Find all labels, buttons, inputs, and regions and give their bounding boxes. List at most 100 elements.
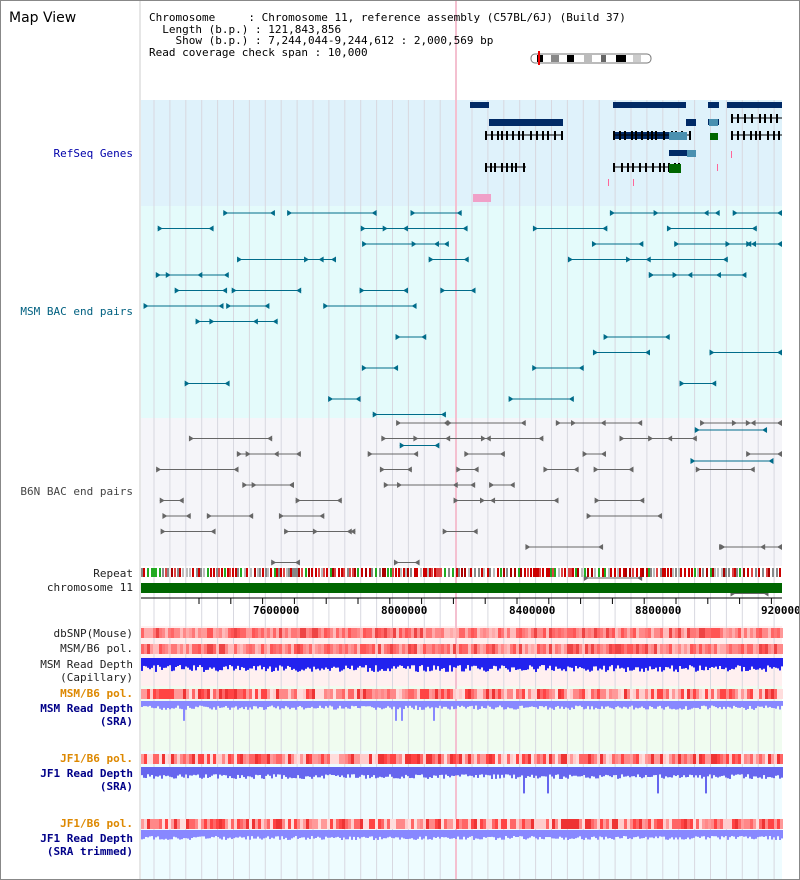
track-label-repeat[interactable]: Repeat xyxy=(93,567,133,580)
track-label-jf1-b6-pol-2[interactable]: JF1/B6 pol. xyxy=(60,817,133,830)
depth-bar xyxy=(671,658,673,666)
depth-bar xyxy=(387,767,389,777)
depth-bar xyxy=(665,658,667,668)
depth-bar xyxy=(621,767,623,775)
depth-bar xyxy=(517,830,519,838)
depth-bar xyxy=(231,701,233,708)
heat-cell xyxy=(453,628,456,638)
depth-bar xyxy=(265,658,267,672)
track-label-b6n-bac[interactable]: B6N BAC end pairs xyxy=(20,485,133,498)
heat-cell xyxy=(216,819,219,829)
depth-bar xyxy=(727,701,729,707)
gene-exon xyxy=(647,131,649,140)
heat-cell xyxy=(699,689,702,699)
heat-cell xyxy=(315,644,318,654)
bac-end-marker xyxy=(395,334,401,340)
depth-bar xyxy=(657,658,659,672)
track-label-msm-depth-capillary[interactable]: MSM Read Depth xyxy=(40,658,133,671)
gene-exon xyxy=(669,150,687,156)
depth-bar xyxy=(491,830,493,837)
heat-cell xyxy=(411,689,414,699)
depth-bar xyxy=(151,701,153,708)
depth-bar xyxy=(529,701,531,707)
repeat-element xyxy=(440,568,442,577)
track-label-msm-bac[interactable]: MSM BAC end pairs xyxy=(20,305,133,318)
repeat-element xyxy=(210,568,212,577)
bac-end-marker xyxy=(278,513,284,519)
heat-cell xyxy=(747,754,750,764)
heat-cell xyxy=(288,819,291,829)
heat-cell xyxy=(417,819,420,829)
heat-cell xyxy=(351,689,354,699)
repeat-element xyxy=(182,568,184,577)
depth-bar xyxy=(363,658,365,668)
depth-bar xyxy=(689,658,691,666)
heat-cell xyxy=(327,819,330,829)
heat-cell xyxy=(549,819,552,829)
track-label-msm-b6-pol-1[interactable]: MSM/B6 pol. xyxy=(60,642,133,655)
depth-bar xyxy=(647,767,649,777)
track-label-refseq[interactable]: RefSeq Genes xyxy=(53,147,133,160)
depth-bar xyxy=(491,767,493,779)
repeat-element xyxy=(283,568,285,577)
heat-cell xyxy=(489,644,492,654)
heat-cell xyxy=(498,628,501,638)
heat-cell xyxy=(333,754,336,764)
depth-bar xyxy=(435,767,437,776)
depth-bar xyxy=(233,767,235,779)
repeat-element xyxy=(575,568,577,577)
depth-bar xyxy=(595,701,597,708)
depth-bar xyxy=(337,658,339,668)
depth-bar xyxy=(393,701,395,707)
heat-cell xyxy=(588,754,591,764)
heat-cell xyxy=(462,754,465,764)
repeat-element xyxy=(143,568,145,577)
depth-bar xyxy=(447,830,449,838)
heat-cell xyxy=(726,754,729,764)
heat-cell xyxy=(675,644,678,654)
track-label-jf1-b6-pol-1[interactable]: JF1/B6 pol. xyxy=(60,752,133,765)
depth-bar xyxy=(493,767,495,775)
track-label-chromosome[interactable]: chromosome 11 xyxy=(46,581,133,594)
depth-bar xyxy=(487,767,489,776)
track-label-dbsnp[interactable]: dbSNP(Mouse) xyxy=(53,627,133,640)
track-label-jf1-depth-trim[interactable]: JF1 Read Depth xyxy=(40,832,133,845)
repeat-element xyxy=(581,568,583,577)
heat-cell xyxy=(378,628,381,638)
depth-bar xyxy=(645,830,647,837)
track-label-jf1-depth-sra[interactable]: JF1 Read Depth xyxy=(40,767,133,780)
depth-bar xyxy=(583,767,585,776)
heat-cell xyxy=(303,644,306,654)
depth-bar xyxy=(681,767,683,778)
gene-exon xyxy=(751,114,753,123)
heat-cell xyxy=(525,644,528,654)
repeat-element xyxy=(478,568,480,577)
depth-bar xyxy=(433,767,435,776)
depth-bar xyxy=(775,701,777,709)
heat-cell xyxy=(534,754,537,764)
heat-cell xyxy=(147,689,150,699)
gene-exon xyxy=(710,133,718,140)
repeat-element xyxy=(280,568,282,577)
depth-bar xyxy=(465,830,467,840)
track-label-msm-depth-sra[interactable]: MSM Read Depth xyxy=(40,702,133,715)
heat-cell xyxy=(171,644,174,654)
heat-cell xyxy=(552,689,555,699)
heat-cell xyxy=(708,754,711,764)
heat-cell xyxy=(204,628,207,638)
heat-cell xyxy=(375,628,378,638)
depth-bar xyxy=(751,701,753,709)
repeat-element xyxy=(533,568,535,577)
repeat-element xyxy=(292,568,294,577)
track-label-msm-b6-pol-2[interactable]: MSM/B6 pol. xyxy=(60,687,133,700)
heat-cell xyxy=(678,689,681,699)
depth-bar xyxy=(469,830,471,837)
bac-end-marker xyxy=(656,513,662,519)
depth-bar xyxy=(543,767,545,777)
depth-bar xyxy=(453,767,455,777)
depth-bar xyxy=(553,701,555,710)
depth-bar xyxy=(535,658,537,672)
depth-bar xyxy=(597,830,599,840)
depth-bar xyxy=(349,830,351,837)
